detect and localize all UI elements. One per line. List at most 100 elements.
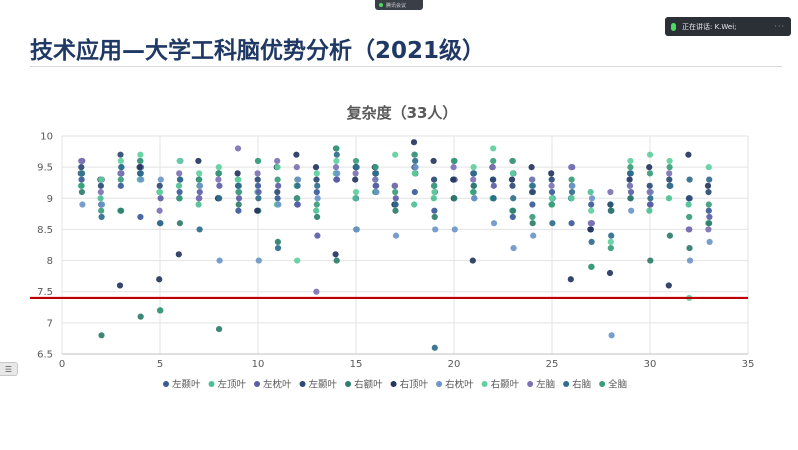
data-point [215,176,222,183]
data-point [156,188,164,196]
meeting-status-bar[interactable]: 腾讯会议 [375,0,423,10]
legend-marker [254,381,261,387]
data-point [255,188,262,196]
data-point [372,176,379,183]
data-point [196,182,204,189]
data-point [666,176,673,183]
data-point [391,182,398,189]
legend-marker [436,381,443,387]
data-point [529,213,536,221]
legend-label: 右额叶 [354,379,383,391]
data-point [489,176,496,183]
data-point [548,201,556,208]
data-point [234,145,242,152]
data-point [195,195,202,202]
data-point [216,195,223,202]
data-point [97,195,104,202]
data-point [392,207,399,214]
data-point [176,170,183,177]
data-point [157,220,164,227]
data-point [470,188,477,196]
y-tick-label: 9.5 [37,163,53,174]
data-point [705,188,712,196]
data-point [646,207,653,214]
speaking-indicator[interactable]: 正在讲话: K.Wei; ··· [665,17,791,36]
data-point [646,182,653,189]
data-point [627,170,634,177]
data-point [352,188,360,196]
data-point [333,145,340,152]
data-point [78,157,85,165]
data-point [334,170,341,177]
data-point [332,251,339,258]
data-point [469,257,476,264]
data-point [196,226,203,233]
more-icon[interactable]: ··· [774,22,785,31]
data-point [313,188,320,196]
data-point [626,182,634,189]
data-point [118,207,125,214]
data-point [607,188,614,196]
legend-label: 左顶叶 [218,379,247,391]
legend-item: 左颞叶 [163,379,201,391]
data-point [98,332,105,339]
data-point [117,182,124,189]
data-point [235,195,243,202]
data-point [275,201,282,208]
data-point [626,176,633,183]
legend-item: 左颞叶 [299,379,338,391]
data-point [528,176,536,183]
data-point [195,201,202,208]
data-point [98,201,106,208]
data-point [176,188,183,196]
legend-label: 左颞叶 [172,379,201,391]
data-point [254,182,262,189]
data-point [646,164,653,171]
data-point [274,238,281,245]
data-point [333,257,340,264]
series-8 [78,145,712,295]
data-point [431,176,438,183]
data-point [568,188,576,196]
data-point [293,164,300,171]
data-point [706,238,713,245]
data-point [97,182,104,189]
data-point [607,201,614,208]
data-point [137,157,144,165]
data-point [529,201,536,208]
data-point [530,232,537,239]
data-point [137,313,144,320]
data-point [411,170,418,177]
data-point [685,226,692,233]
data-point [685,201,692,208]
data-point [196,176,203,183]
microphone-icon [671,22,676,31]
data-point [294,176,302,183]
legend-label: 右脑 [572,379,591,391]
data-point [216,257,223,264]
data-point [587,188,594,196]
legend-label: 全脑 [608,379,627,391]
data-point [313,288,320,295]
data-point [234,170,241,177]
data-point [392,201,399,208]
data-point [705,207,712,214]
legend-marker [163,381,169,387]
data-point [587,226,594,233]
data-point [431,344,438,351]
data-point [509,157,516,165]
data-point [686,213,693,221]
legend-label: 右枕叶 [445,379,474,391]
data-point [157,176,164,183]
y-tick-label: 7 [47,318,53,329]
data-point [646,188,653,196]
data-point [78,176,85,183]
side-panel-toggle[interactable]: ☰ [0,362,18,376]
data-point [274,176,281,183]
data-point [549,220,556,227]
data-point [411,151,418,158]
y-tick-label: 7.5 [37,287,53,298]
data-point [314,182,321,189]
data-point [353,226,360,233]
